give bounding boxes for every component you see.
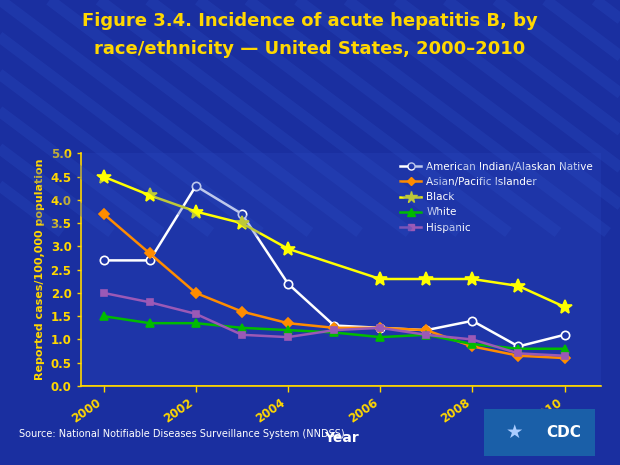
X-axis label: Year: Year bbox=[324, 431, 358, 445]
American Indian/Alaskan Native bbox=[515, 344, 522, 349]
White bbox=[192, 320, 200, 326]
Hispanic bbox=[285, 334, 292, 340]
American Indian/Alaskan Native bbox=[238, 211, 246, 217]
Hispanic bbox=[100, 290, 107, 296]
Black bbox=[285, 246, 292, 252]
Asian/Pacific Islander bbox=[469, 344, 476, 349]
Asian/Pacific Islander bbox=[285, 320, 292, 326]
Hispanic bbox=[423, 332, 430, 338]
Text: Figure 3.4. Incidence of acute hepatitis B, by: Figure 3.4. Incidence of acute hepatitis… bbox=[82, 12, 538, 30]
Black bbox=[146, 193, 154, 198]
Black bbox=[561, 304, 569, 310]
Black bbox=[469, 276, 476, 282]
Line: Hispanic: Hispanic bbox=[100, 290, 568, 359]
Black bbox=[100, 174, 107, 179]
White bbox=[238, 325, 246, 331]
Text: CDC: CDC bbox=[546, 425, 582, 440]
American Indian/Alaskan Native bbox=[376, 325, 384, 331]
White bbox=[285, 327, 292, 333]
Asian/Pacific Islander bbox=[561, 355, 569, 361]
Hispanic bbox=[469, 337, 476, 342]
Black bbox=[238, 220, 246, 226]
Line: Asian/Pacific Islander: Asian/Pacific Islander bbox=[100, 211, 568, 361]
Hispanic bbox=[515, 351, 522, 356]
American Indian/Alaskan Native bbox=[285, 281, 292, 286]
Hispanic bbox=[192, 311, 200, 317]
Text: race/ethnicity — United States, 2000–2010: race/ethnicity — United States, 2000–201… bbox=[94, 40, 526, 58]
American Indian/Alaskan Native bbox=[561, 332, 569, 338]
FancyBboxPatch shape bbox=[478, 407, 601, 458]
Asian/Pacific Islander bbox=[146, 251, 154, 256]
Hispanic bbox=[376, 325, 384, 331]
Hispanic bbox=[238, 332, 246, 338]
Black bbox=[423, 276, 430, 282]
Black bbox=[376, 276, 384, 282]
White bbox=[515, 346, 522, 352]
White bbox=[100, 313, 107, 319]
Legend: American Indian/Alaskan Native, Asian/Pacific Islander, Black, White, Hispanic: American Indian/Alaskan Native, Asian/Pa… bbox=[397, 159, 596, 236]
Line: White: White bbox=[99, 312, 569, 353]
Asian/Pacific Islander bbox=[192, 290, 200, 296]
White bbox=[146, 320, 154, 326]
Black bbox=[515, 283, 522, 289]
American Indian/Alaskan Native bbox=[192, 183, 200, 189]
White bbox=[376, 334, 384, 340]
Hispanic bbox=[561, 353, 569, 359]
White bbox=[561, 346, 569, 352]
Asian/Pacific Islander bbox=[423, 327, 430, 333]
White bbox=[469, 341, 476, 347]
Text: Source: National Notifiable Diseases Surveillance System (NNDSS): Source: National Notifiable Diseases Sur… bbox=[19, 429, 344, 439]
Asian/Pacific Islander bbox=[330, 325, 338, 331]
Asian/Pacific Islander bbox=[376, 325, 384, 331]
Hispanic bbox=[146, 299, 154, 305]
White bbox=[330, 330, 338, 335]
American Indian/Alaskan Native bbox=[423, 327, 430, 333]
Line: American Indian/Alaskan Native: American Indian/Alaskan Native bbox=[99, 182, 569, 351]
American Indian/Alaskan Native bbox=[146, 258, 154, 263]
Asian/Pacific Islander bbox=[100, 211, 107, 217]
Hispanic bbox=[330, 327, 338, 333]
White bbox=[423, 332, 430, 338]
Text: ★: ★ bbox=[506, 423, 524, 442]
Line: Black: Black bbox=[97, 170, 572, 314]
American Indian/Alaskan Native bbox=[469, 318, 476, 324]
Black bbox=[192, 209, 200, 214]
Asian/Pacific Islander bbox=[515, 353, 522, 359]
American Indian/Alaskan Native bbox=[100, 258, 107, 263]
Asian/Pacific Islander bbox=[238, 309, 246, 314]
Y-axis label: Reported cases/100,000 population: Reported cases/100,000 population bbox=[35, 159, 45, 380]
American Indian/Alaskan Native bbox=[330, 323, 338, 328]
